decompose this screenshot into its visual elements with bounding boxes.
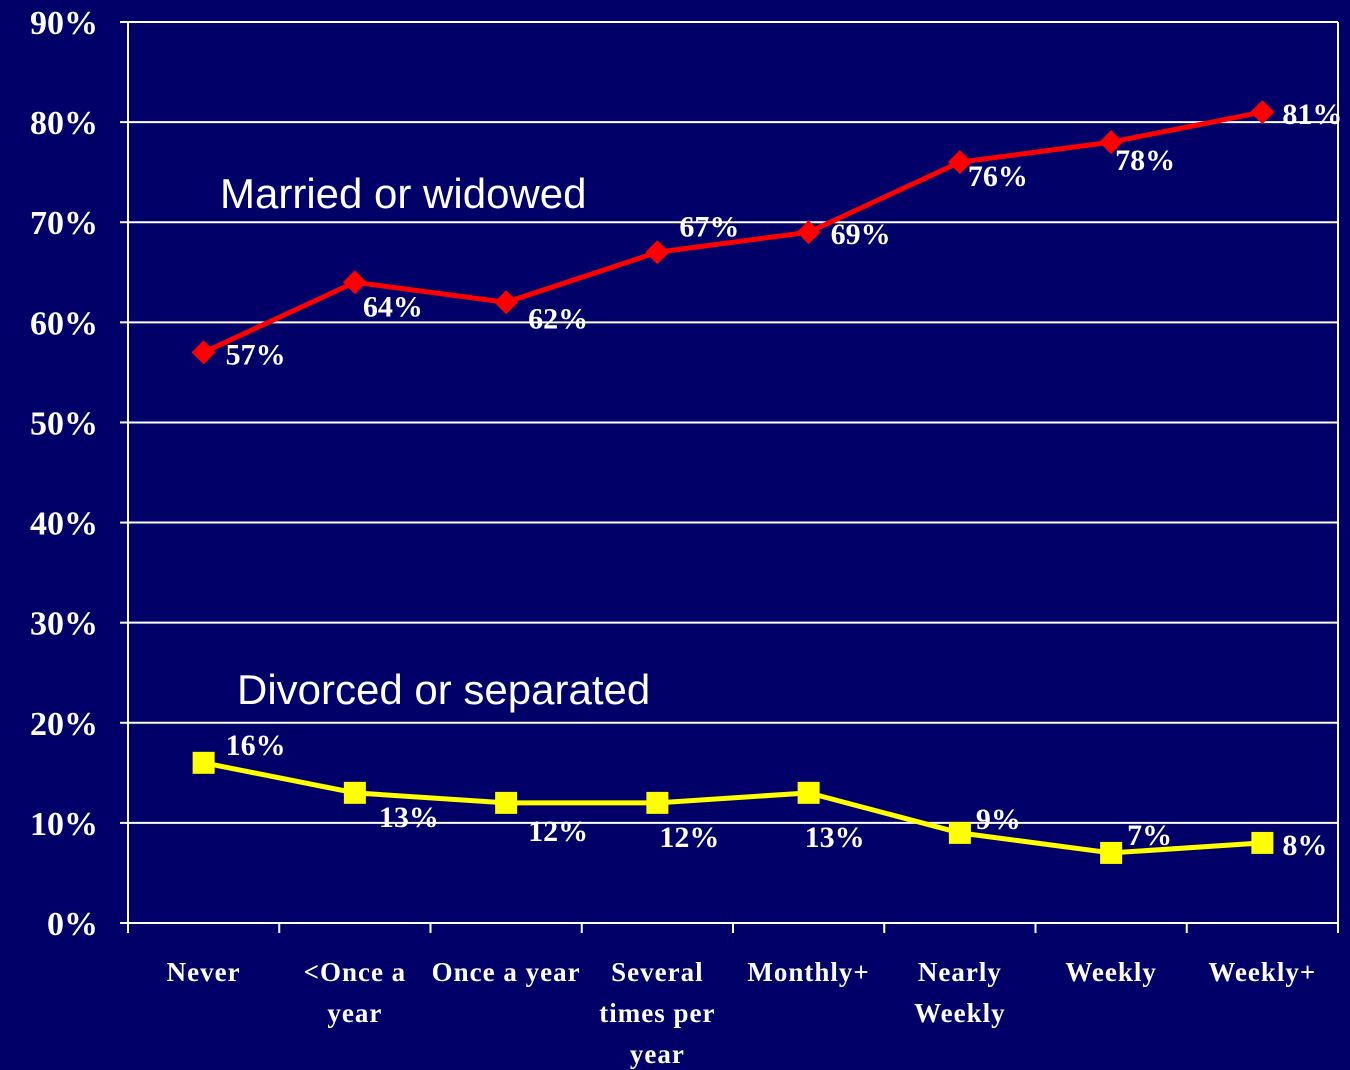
marker bbox=[343, 781, 366, 804]
x-tick-label: Nearly Weekly bbox=[914, 957, 1006, 1028]
y-tick-label: 60% bbox=[30, 305, 98, 342]
marker bbox=[796, 220, 821, 245]
x-tick-label: Weekly bbox=[1065, 957, 1157, 987]
value-label: 57% bbox=[226, 338, 286, 371]
value-label: 12% bbox=[528, 815, 588, 848]
series-line bbox=[203, 760, 1263, 856]
value-label: 62% bbox=[528, 302, 588, 335]
marker bbox=[1099, 130, 1124, 155]
value-label: 13% bbox=[379, 801, 439, 834]
marker bbox=[494, 290, 519, 315]
marker bbox=[1251, 831, 1274, 854]
y-tick-label: 90% bbox=[30, 5, 98, 42]
y-tick-label: 70% bbox=[30, 205, 98, 242]
marker bbox=[1100, 841, 1123, 864]
value-label: 8% bbox=[1282, 829, 1327, 862]
x-tick-label: Weekly+ bbox=[1208, 957, 1317, 987]
value-label: 7% bbox=[1127, 819, 1172, 852]
y-tick-label: 0% bbox=[47, 906, 98, 943]
y-tick-label: 50% bbox=[30, 405, 98, 442]
x-tick-label: Several times per year bbox=[599, 957, 716, 1069]
y-tick-label: 40% bbox=[30, 506, 98, 543]
value-label: 81% bbox=[1282, 98, 1342, 131]
marker bbox=[1250, 100, 1275, 125]
marker bbox=[495, 791, 518, 814]
value-label: 16% bbox=[226, 729, 286, 762]
y-tick-label: 80% bbox=[30, 105, 98, 142]
value-label: 76% bbox=[968, 160, 1028, 193]
marker bbox=[948, 821, 971, 844]
value-label: 64% bbox=[363, 290, 423, 323]
value-label: 13% bbox=[805, 821, 865, 854]
x-tick-label: Monthly+ bbox=[747, 957, 870, 987]
value-label: 9% bbox=[976, 803, 1021, 836]
marker bbox=[947, 150, 972, 175]
x-tick-label: Once a year bbox=[431, 957, 581, 987]
x-tick-label: Never bbox=[166, 957, 241, 987]
value-label: 69% bbox=[831, 218, 891, 251]
y-tick-label: 10% bbox=[30, 806, 98, 843]
value-label: 67% bbox=[679, 210, 739, 243]
x-tick-label: <Once a year bbox=[303, 957, 407, 1028]
marker bbox=[797, 781, 820, 804]
series-label: Divorced or separated bbox=[237, 666, 650, 713]
marker bbox=[646, 791, 669, 814]
marker bbox=[191, 340, 216, 365]
y-tick-label: 30% bbox=[30, 606, 98, 643]
y-tick-label: 20% bbox=[30, 706, 98, 743]
series-label: Married or widowed bbox=[220, 170, 586, 217]
marker bbox=[342, 270, 367, 295]
value-label: 12% bbox=[659, 821, 719, 854]
marker bbox=[645, 240, 670, 265]
value-label: 78% bbox=[1115, 144, 1175, 177]
marker bbox=[192, 751, 215, 774]
series-line bbox=[202, 109, 1263, 355]
